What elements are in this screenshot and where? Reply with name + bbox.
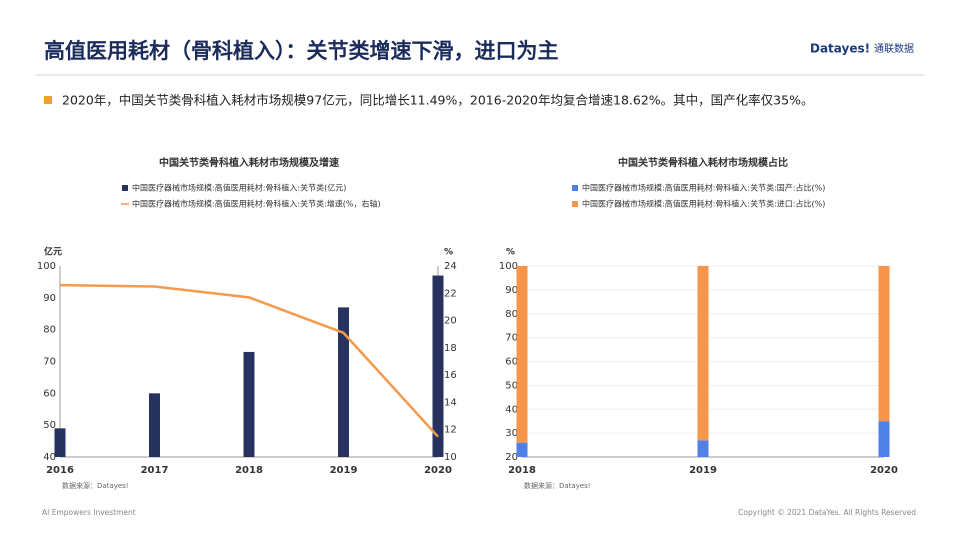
y-tick-label: 90 (43, 293, 56, 304)
y-axis-unit: % (506, 248, 515, 258)
chart-title: 中国关节类骨科植入耗材市场规模占比 (618, 156, 788, 169)
bar (149, 393, 160, 457)
x-tick-label: 2017 (141, 465, 169, 476)
footer-right: Copyright © 2021 DataYes. All Rights Res… (738, 508, 916, 517)
y-tick-label: 90 (505, 285, 518, 296)
logo: Datayes! (810, 42, 870, 56)
bar-segment (878, 421, 890, 457)
footer-left: AI Empowers Investment (42, 508, 136, 517)
y2-tick-label: 12 (444, 425, 457, 436)
legend-label: 中国医疗器械市场规模:高值医用耗材:骨科植入:关节类:进口:占比(%) (582, 199, 825, 209)
legend-label: 中国医疗器械市场规模:高值医用耗材:骨科植入:关节类:增速(%，右轴) (132, 199, 381, 209)
y-tick-label: 30 (505, 428, 518, 439)
y2-tick-label: 20 (444, 316, 457, 327)
bar (432, 275, 444, 457)
source: 数据来源：Datayes! (62, 481, 129, 490)
x-tick-label: 2020 (424, 465, 452, 476)
legend-swatch (572, 201, 578, 207)
x-tick-label: 2019 (689, 465, 717, 476)
y-tick-label: 50 (43, 420, 56, 431)
slide-title: 高值医用耗材（骨科植入）：关节类增速下滑，进口为主 (44, 39, 559, 63)
y2-axis-unit: % (444, 248, 453, 258)
y-tick-label: 60 (505, 357, 518, 368)
y2-tick-label: 14 (444, 397, 457, 408)
source: 数据来源：Datayes! (524, 481, 591, 490)
y2-tick-label: 24 (444, 261, 457, 272)
bar (54, 428, 66, 457)
y-tick-label: 80 (43, 325, 56, 336)
logo-cn: 通联数据 (874, 42, 914, 55)
y-tick-label: 40 (43, 452, 56, 463)
legend-swatch (572, 185, 578, 191)
y2-tick-label: 22 (444, 288, 457, 299)
chart-title: 中国关节类骨科植入耗材市场规模及增速 (159, 156, 339, 169)
y2-tick-label: 16 (444, 370, 457, 381)
y-tick-label: 20 (505, 452, 518, 463)
bar (243, 351, 255, 457)
bar-segment (878, 266, 890, 422)
bar-segment (516, 266, 528, 443)
growth-line (59, 283, 439, 438)
y-tick-label: 50 (505, 380, 518, 391)
legend-swatch (122, 185, 128, 191)
bullet-icon (44, 96, 52, 104)
x-tick-label: 2020 (870, 465, 898, 476)
bar-segment (697, 266, 709, 441)
bar (338, 307, 349, 457)
y2-tick-label: 18 (444, 343, 457, 354)
legend-label: 中国医疗器械市场规模:高值医用耗材:骨科植入:关节类:国产:占比(%) (582, 183, 825, 193)
y-tick-label: 40 (505, 404, 518, 415)
y-axis-unit: 亿元 (44, 246, 62, 258)
y-tick-label: 70 (505, 333, 518, 344)
y-tick-label: 60 (43, 388, 56, 399)
y-tick-label: 70 (43, 357, 56, 368)
legend-label: 中国医疗器械市场规模:高值医用耗材:骨科植入:关节类(亿元) (132, 183, 346, 193)
x-tick-label: 2018 (508, 465, 536, 476)
y-tick-label: 100 (37, 261, 56, 272)
bar-segment (516, 442, 528, 457)
bullet-text: 2020年，中国关节类骨科植入耗材市场规模97亿元，同比增长11.49%，201… (62, 93, 813, 108)
x-tick-label: 2016 (46, 465, 74, 476)
y-tick-label: 100 (499, 261, 518, 272)
y-tick-label: 80 (505, 309, 518, 320)
x-tick-label: 2019 (330, 465, 358, 476)
y2-tick-label: 10 (444, 452, 457, 463)
x-tick-label: 2018 (235, 465, 263, 476)
bar-segment (697, 440, 709, 457)
